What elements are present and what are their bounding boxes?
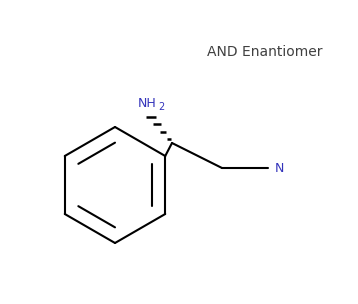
Text: AND Enantiomer: AND Enantiomer	[207, 45, 323, 59]
Text: N: N	[275, 161, 284, 174]
Text: NH: NH	[137, 97, 156, 110]
Text: 2: 2	[158, 102, 164, 112]
